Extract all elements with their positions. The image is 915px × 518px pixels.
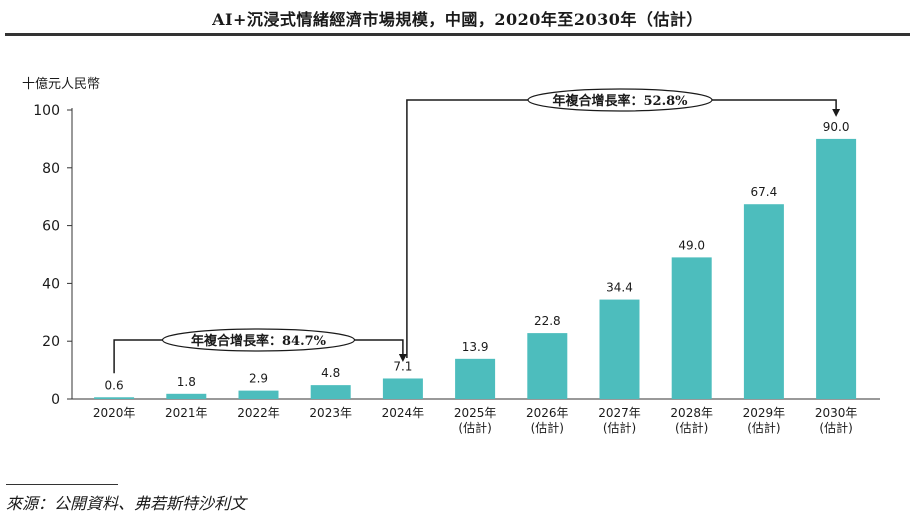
bar: [599, 299, 640, 399]
category-label: 2026年: [526, 406, 569, 420]
bar: [238, 390, 279, 399]
category-label: 2025年: [454, 406, 497, 420]
value-label: 1.8: [177, 375, 196, 389]
value-label: 13.9: [462, 340, 489, 354]
cagr-label: 年複合增長率：52.8%: [552, 93, 688, 109]
bar: [527, 333, 568, 399]
bar: [743, 204, 784, 399]
cagr-pill: [161, 328, 356, 352]
bar: [94, 397, 135, 399]
value-label: 22.8: [534, 314, 561, 328]
value-label: 49.0: [678, 238, 705, 252]
bar: [310, 385, 351, 399]
bar: [671, 257, 712, 399]
value-label: 0.6: [105, 378, 124, 392]
y-tick-label: 80: [42, 161, 60, 177]
category-label: (估計): [819, 420, 852, 435]
category-label: (估計): [603, 420, 636, 435]
category-label: (估計): [747, 420, 780, 435]
y-tick-label: 40: [42, 276, 60, 292]
bar: [166, 393, 207, 399]
category-label: 2028年: [670, 406, 713, 420]
y-tick-label: 0: [51, 392, 60, 408]
source-note: 來源：公開資料、弗若斯特沙利文: [6, 494, 247, 513]
cagr-label: 年複合增長率：84.7%: [191, 333, 327, 349]
category-label: 2024年: [382, 406, 425, 420]
source-rule: [6, 484, 118, 485]
category-label: 2021年: [165, 406, 208, 420]
category-label: 2020年: [93, 406, 136, 420]
value-label: 34.4: [606, 281, 633, 295]
category-label: 2027年: [598, 406, 641, 420]
y-axis-label: 十億元人民幣: [22, 76, 100, 92]
category-label: 2022年: [237, 406, 280, 420]
value-label: 67.4: [751, 185, 778, 199]
category-label: 2030年: [815, 406, 858, 420]
y-tick-label: 20: [42, 334, 60, 350]
title-rule: [5, 33, 910, 36]
cagr-pill: [527, 88, 713, 112]
category-label: (估計): [458, 420, 491, 435]
value-label: 2.9: [249, 372, 268, 386]
y-tick-label: 100: [33, 103, 60, 119]
bar: [382, 378, 423, 399]
bar: [816, 138, 857, 399]
bar: [455, 358, 496, 399]
y-tick-label: 60: [42, 219, 60, 235]
category-label: (估計): [675, 420, 708, 435]
category-label: (估計): [531, 420, 564, 435]
value-label: 90.0: [823, 120, 850, 134]
value-label: 7.1: [393, 359, 412, 373]
category-label: 2029年: [743, 406, 786, 420]
chart-title: AI+沉浸式情緒經濟市場規模，中國，2020年至2030年（估計）: [212, 10, 703, 29]
value-label: 4.8: [321, 366, 340, 380]
category-label: 2023年: [309, 406, 352, 420]
